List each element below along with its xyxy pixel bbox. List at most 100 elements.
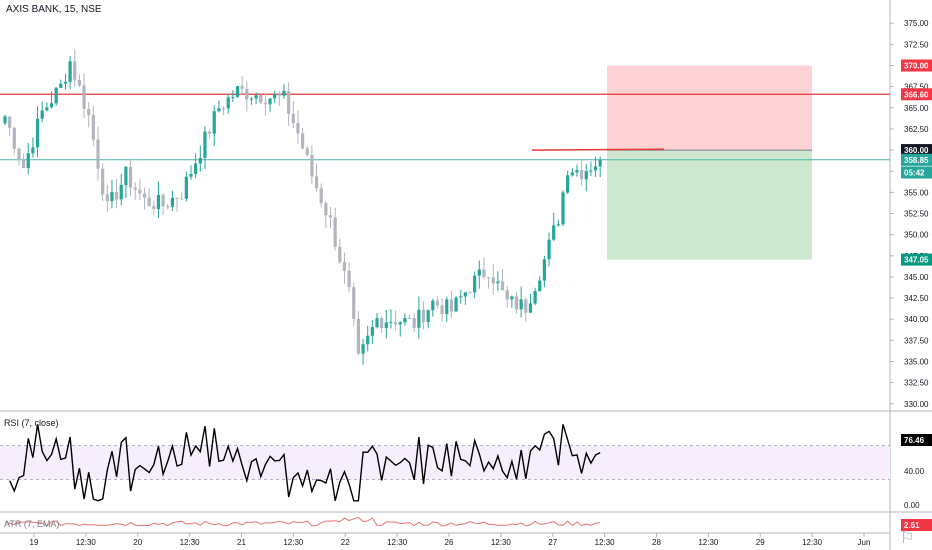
rsi-tick-label: 0.00: [904, 501, 920, 510]
candle-body: [49, 103, 54, 108]
candle-body: [147, 197, 151, 206]
candle-body: [124, 166, 128, 185]
price-label-text: 358.85: [904, 156, 929, 165]
rsi-indicator-label[interactable]: RSI (7, close): [4, 418, 59, 428]
candle-body: [263, 102, 267, 105]
candle-body: [580, 170, 584, 180]
atr-indicator-label[interactable]: ATR (7, EMA): [4, 519, 60, 529]
candle-body: [194, 163, 198, 174]
candle-body: [412, 317, 416, 328]
price-tick-label: 342.50: [904, 294, 929, 303]
candle-body: [519, 299, 523, 310]
candle-body: [589, 170, 593, 172]
candle-body: [268, 98, 272, 105]
candle-body: [440, 305, 444, 315]
price-tick-label: 332.50: [904, 379, 929, 388]
candle-body: [3, 116, 7, 124]
candle-body: [514, 296, 519, 310]
candle-body: [421, 309, 426, 323]
position-risk-zone: [607, 65, 812, 151]
candle-body: [384, 322, 388, 329]
candle-body: [356, 318, 360, 354]
price-tick-label: 375.00: [904, 19, 929, 28]
price-label-badge: [901, 153, 932, 166]
candle-body: [166, 206, 170, 208]
candle-body: [96, 139, 100, 169]
candle-body: [347, 270, 351, 288]
candles: [3, 49, 602, 365]
time-tick-label: 12:30: [76, 538, 97, 547]
candle-body: [221, 108, 226, 110]
candle-body: [87, 108, 91, 116]
candle-body: [198, 157, 202, 164]
price-label-badge: [901, 253, 932, 266]
candle-body: [510, 296, 514, 300]
candle-body: [82, 85, 86, 109]
price-label-badge: [901, 166, 932, 179]
candle-body: [26, 153, 30, 169]
candle-body: [333, 217, 337, 247]
candle-body: [542, 259, 546, 281]
candle-body: [282, 90, 286, 96]
price-tick-label: 372.50: [904, 40, 929, 49]
price-label-badge: [901, 88, 932, 101]
candle-body: [473, 275, 477, 293]
candle-body: [156, 194, 161, 210]
time-tick-label: 21: [237, 538, 246, 547]
rsi-last-value: 76.46: [904, 436, 925, 445]
candle-body: [593, 166, 598, 171]
time-tick-label: 19: [30, 538, 39, 547]
candle-body: [370, 327, 374, 336]
candle-body: [291, 113, 295, 124]
candle-body: [170, 197, 174, 207]
price-tick-label: 367.50: [904, 83, 929, 92]
time-tick-label: 26: [445, 538, 454, 547]
tradingview-logo-icon: ⚐: [900, 530, 915, 547]
atr-last-value: 2.61: [904, 521, 920, 530]
candle-body: [505, 290, 509, 300]
candle-body: [524, 299, 528, 313]
candle-body: [445, 299, 449, 315]
price-label-text: 347.05: [904, 256, 929, 265]
atr-line: [4, 516, 601, 527]
candle-body: [101, 168, 105, 195]
candle-body: [119, 184, 123, 200]
candle-body: [314, 176, 319, 189]
candle-body: [528, 303, 533, 313]
candle-body: [133, 187, 137, 190]
candle-body: [477, 269, 481, 276]
candle-body: [259, 95, 263, 103]
candle-body: [431, 300, 435, 311]
time-tick-label: 12:30: [698, 538, 719, 547]
candle-body: [77, 79, 81, 86]
price-tick-label: 337.50: [904, 336, 929, 345]
time-tick-label: 12:30: [283, 538, 304, 547]
candle-body: [426, 310, 430, 323]
candle-body: [73, 61, 77, 80]
atr-last-badge: [901, 519, 932, 531]
rsi-last-badge: [901, 434, 932, 447]
candle-body: [110, 192, 114, 202]
price-label-text: 05:42: [904, 168, 925, 177]
price-tick-label: 352.50: [904, 209, 929, 218]
candle-body: [324, 203, 328, 216]
candle-body: [463, 292, 467, 297]
candle-body: [40, 110, 44, 119]
price-tick-label: 330.00: [904, 400, 929, 409]
candle-body: [161, 194, 165, 207]
candle-body: [296, 123, 300, 134]
symbol-title: AXIS BANK, 15, NSE: [6, 4, 102, 15]
candle-body: [226, 97, 230, 109]
time-tick-label: 12:30: [595, 538, 616, 547]
candle-body: [570, 172, 574, 176]
position-reward-zone: [607, 150, 812, 260]
candle-body: [45, 107, 49, 111]
candle-body: [310, 155, 314, 177]
price-label-text: 370.00: [904, 62, 929, 71]
rsi-line: [9, 424, 601, 502]
candle-body: [491, 277, 495, 284]
candle-body: [189, 173, 193, 177]
candle-body: [301, 133, 305, 149]
time-tick-label: 12:30: [387, 538, 408, 547]
